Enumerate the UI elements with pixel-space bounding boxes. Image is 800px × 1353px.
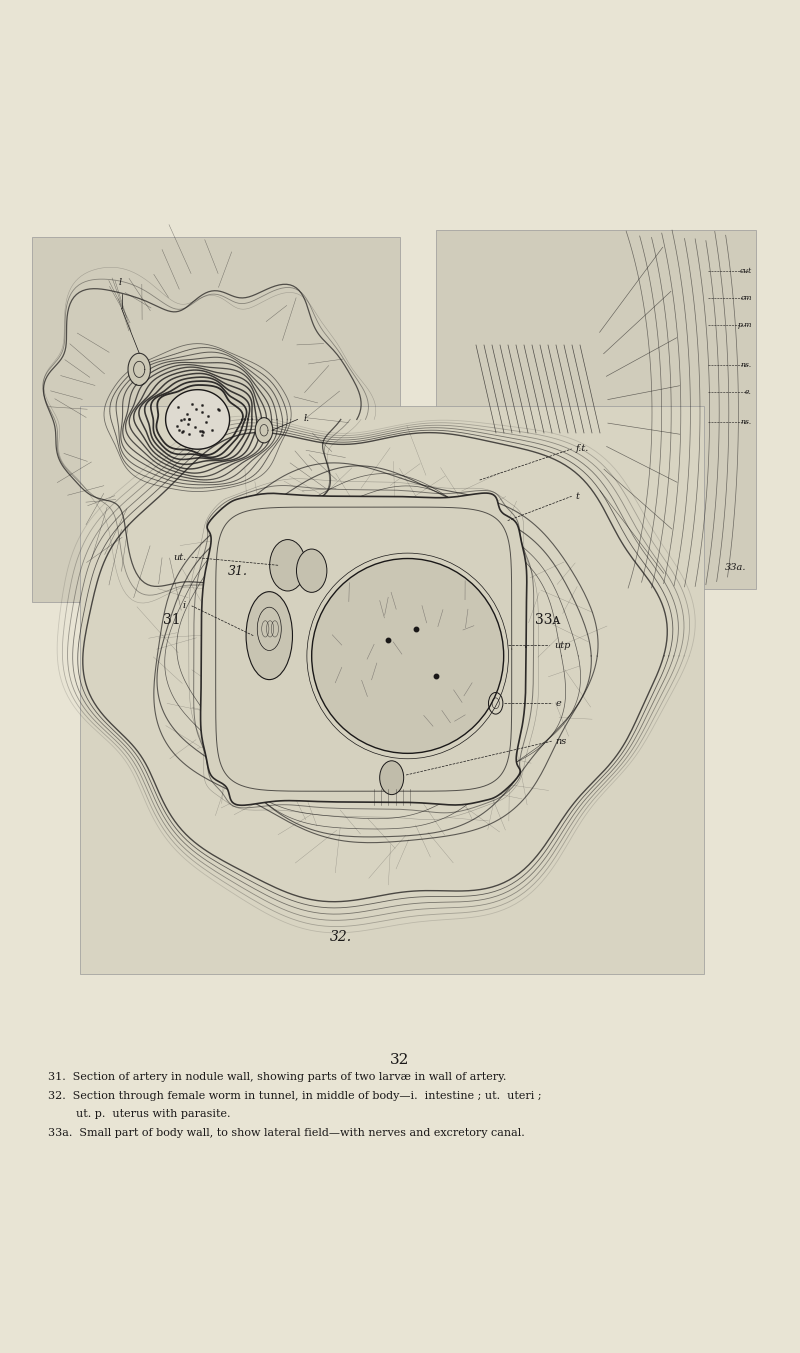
Text: f.t.: f.t. <box>576 444 589 453</box>
Text: cm: cm <box>741 294 752 302</box>
Text: l: l <box>118 277 122 287</box>
Text: 33a.  Small part of body wall, to show lateral field—with nerves and excretory c: 33a. Small part of body wall, to show la… <box>48 1128 525 1138</box>
Text: 32: 32 <box>390 1053 410 1066</box>
Text: ns.: ns. <box>741 361 752 369</box>
Text: e: e <box>556 698 562 708</box>
Ellipse shape <box>312 559 504 754</box>
Polygon shape <box>201 492 526 805</box>
Text: 31.  Section of artery in nodule wall, showing parts of two larvæ in wall of art: 31. Section of artery in nodule wall, sh… <box>48 1072 506 1081</box>
Text: ns: ns <box>556 736 567 746</box>
Text: ut.: ut. <box>173 552 186 561</box>
Bar <box>436 230 756 589</box>
Bar <box>80 406 704 974</box>
Text: ut. p.  uterus with parasite.: ut. p. uterus with parasite. <box>48 1109 230 1119</box>
Text: i: i <box>183 601 186 610</box>
Text: ns.: ns. <box>741 418 752 426</box>
Ellipse shape <box>128 354 150 384</box>
Text: 33ᴀ: 33ᴀ <box>535 613 561 626</box>
Ellipse shape <box>246 591 293 679</box>
Ellipse shape <box>380 760 404 794</box>
Text: t: t <box>576 491 579 501</box>
Bar <box>32 237 400 602</box>
Text: cut: cut <box>740 267 752 275</box>
Text: utp: utp <box>554 640 570 649</box>
Text: 33a.: 33a. <box>725 563 746 572</box>
Text: 32.: 32. <box>330 931 352 944</box>
Polygon shape <box>166 390 230 449</box>
Text: 32.  Section through female worm in tunnel, in middle of body—i.  intestine ; ut: 32. Section through female worm in tunne… <box>48 1091 542 1100</box>
Ellipse shape <box>255 418 273 442</box>
Ellipse shape <box>270 540 306 591</box>
Text: p.m: p.m <box>738 321 752 329</box>
Text: l.: l. <box>303 414 310 422</box>
Text: 31.: 31. <box>228 564 248 578</box>
Text: 31: 31 <box>163 613 181 626</box>
Text: e.: e. <box>745 388 752 396</box>
Ellipse shape <box>297 549 327 593</box>
